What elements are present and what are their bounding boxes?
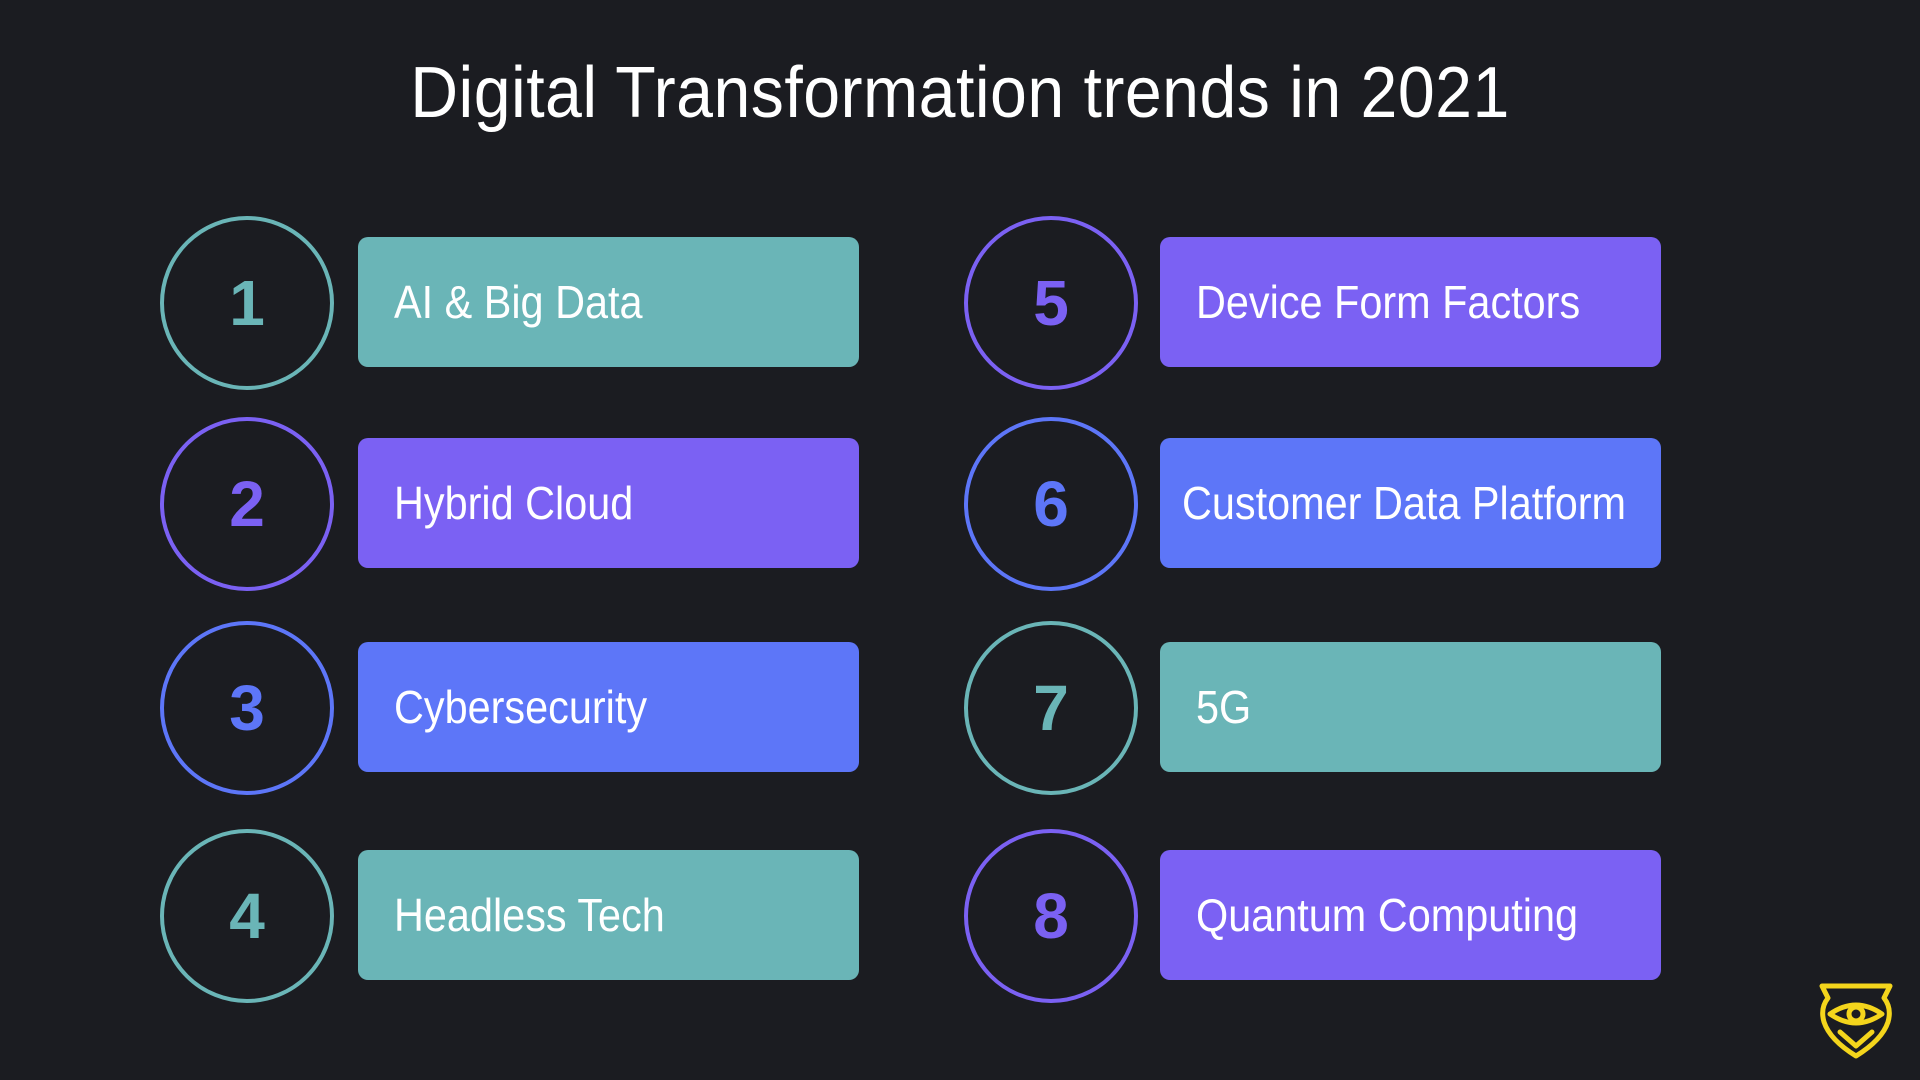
trend-number: 2 — [229, 468, 265, 540]
trend-item-7: 7 5G — [964, 621, 1664, 795]
trend-number: 5 — [1033, 267, 1069, 339]
trend-label-box: Device Form Factors — [1160, 237, 1661, 367]
trend-number: 8 — [1033, 880, 1069, 952]
trend-item-1: 1 AI & Big Data — [160, 216, 860, 390]
trend-label-box: Customer Data Platform — [1160, 438, 1661, 568]
trend-number-circle: 5 — [964, 216, 1138, 390]
trend-label-box: AI & Big Data — [358, 237, 859, 367]
trend-item-5: 5 Device Form Factors — [964, 216, 1664, 390]
trend-number: 7 — [1033, 672, 1069, 744]
trend-item-8: 8 Quantum Computing — [964, 829, 1664, 1003]
trend-number-circle: 3 — [160, 621, 334, 795]
trend-label: Cybersecurity — [394, 681, 648, 733]
trend-number: 4 — [229, 880, 265, 952]
trend-number: 3 — [229, 672, 265, 744]
trend-label-box: Hybrid Cloud — [358, 438, 859, 568]
trend-item-6: 6 Customer Data Platform — [964, 417, 1664, 591]
trend-item-2: 2 Hybrid Cloud — [160, 417, 860, 591]
trend-label-box: Quantum Computing — [1160, 850, 1661, 980]
trend-label: Headless Tech — [394, 889, 665, 941]
trend-label-box: Cybersecurity — [358, 642, 859, 772]
trend-number: 6 — [1033, 468, 1069, 540]
trend-number-circle: 6 — [964, 417, 1138, 591]
trend-label: Device Form Factors — [1196, 276, 1581, 328]
trend-number: 1 — [229, 267, 265, 339]
trend-number-circle: 7 — [964, 621, 1138, 795]
trend-item-3: 3 Cybersecurity — [160, 621, 860, 795]
trend-label-box: 5G — [1160, 642, 1661, 772]
trend-number-circle: 4 — [160, 829, 334, 1003]
trend-item-4: 4 Headless Tech — [160, 829, 860, 1003]
trend-label: Hybrid Cloud — [394, 477, 634, 529]
page-title: Digital Transformation trends in 2021 — [410, 53, 1510, 133]
trend-label-box: Headless Tech — [358, 850, 859, 980]
shield-eye-logo-icon — [1819, 983, 1893, 1059]
trend-label: Customer Data Platform — [1182, 477, 1627, 529]
trend-number-circle: 8 — [964, 829, 1138, 1003]
trend-label: AI & Big Data — [394, 276, 643, 328]
trend-number-circle: 1 — [160, 216, 334, 390]
trend-number-circle: 2 — [160, 417, 334, 591]
trend-label: Quantum Computing — [1196, 889, 1579, 941]
trend-label: 5G — [1196, 681, 1252, 733]
